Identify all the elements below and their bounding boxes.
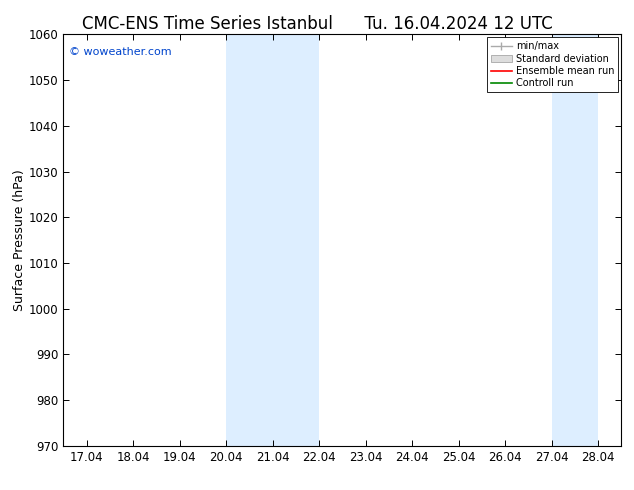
- Bar: [273, 34, 319, 446]
- Bar: [552, 34, 598, 446]
- Bar: [226, 34, 273, 446]
- Text: © woweather.com: © woweather.com: [69, 47, 172, 57]
- Text: CMC-ENS Time Series Istanbul      Tu. 16.04.2024 12 UTC: CMC-ENS Time Series Istanbul Tu. 16.04.2…: [82, 15, 552, 33]
- Y-axis label: Surface Pressure (hPa): Surface Pressure (hPa): [13, 169, 26, 311]
- Legend: min/max, Standard deviation, Ensemble mean run, Controll run: min/max, Standard deviation, Ensemble me…: [487, 37, 618, 92]
